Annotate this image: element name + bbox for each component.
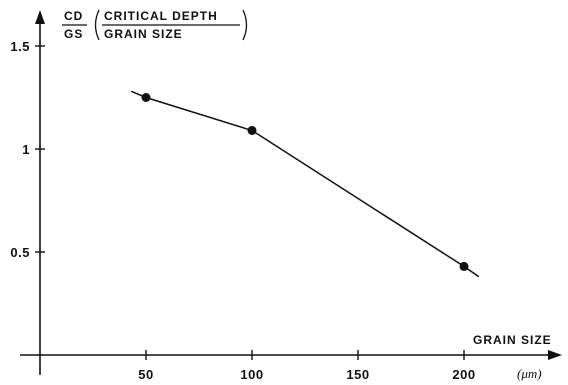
x-tick-label: 200 <box>452 367 475 382</box>
y-tick-label: 1.5 <box>10 39 30 54</box>
y-tick-label: 0.5 <box>10 245 30 260</box>
y-title-abbr-den: GS <box>64 27 83 41</box>
x-tick-label: 100 <box>240 367 263 382</box>
y-axis <box>35 10 45 375</box>
x-axis-arrow <box>548 350 562 360</box>
x-tick-label: 50 <box>138 367 153 382</box>
y-ticks: 0.5 1 1.5 <box>10 39 45 260</box>
series-group <box>130 90 480 278</box>
y-axis-title: CD GS CRITICAL DEPTH GRAIN SIZE <box>62 9 248 41</box>
x-ticks: 50 100 150 200 <box>138 350 475 382</box>
data-point <box>141 93 151 102</box>
x-axis <box>20 350 562 360</box>
data-point <box>459 261 469 271</box>
y-title-left-paren <box>94 9 100 41</box>
y-title-full-num: CRITICAL DEPTH <box>104 9 218 23</box>
y-axis-arrow <box>35 10 45 24</box>
data-point <box>247 125 257 135</box>
y-title-right-paren <box>242 9 248 41</box>
x-tick-label: 150 <box>346 367 369 382</box>
y-tick-label: 1 <box>22 142 30 157</box>
x-axis-unit: (μm) <box>517 366 542 381</box>
y-title-abbr-num: CD <box>64 9 83 23</box>
series-line <box>130 90 480 278</box>
y-title-full-den: GRAIN SIZE <box>104 27 183 41</box>
x-axis-title: GRAIN SIZE <box>473 333 552 347</box>
